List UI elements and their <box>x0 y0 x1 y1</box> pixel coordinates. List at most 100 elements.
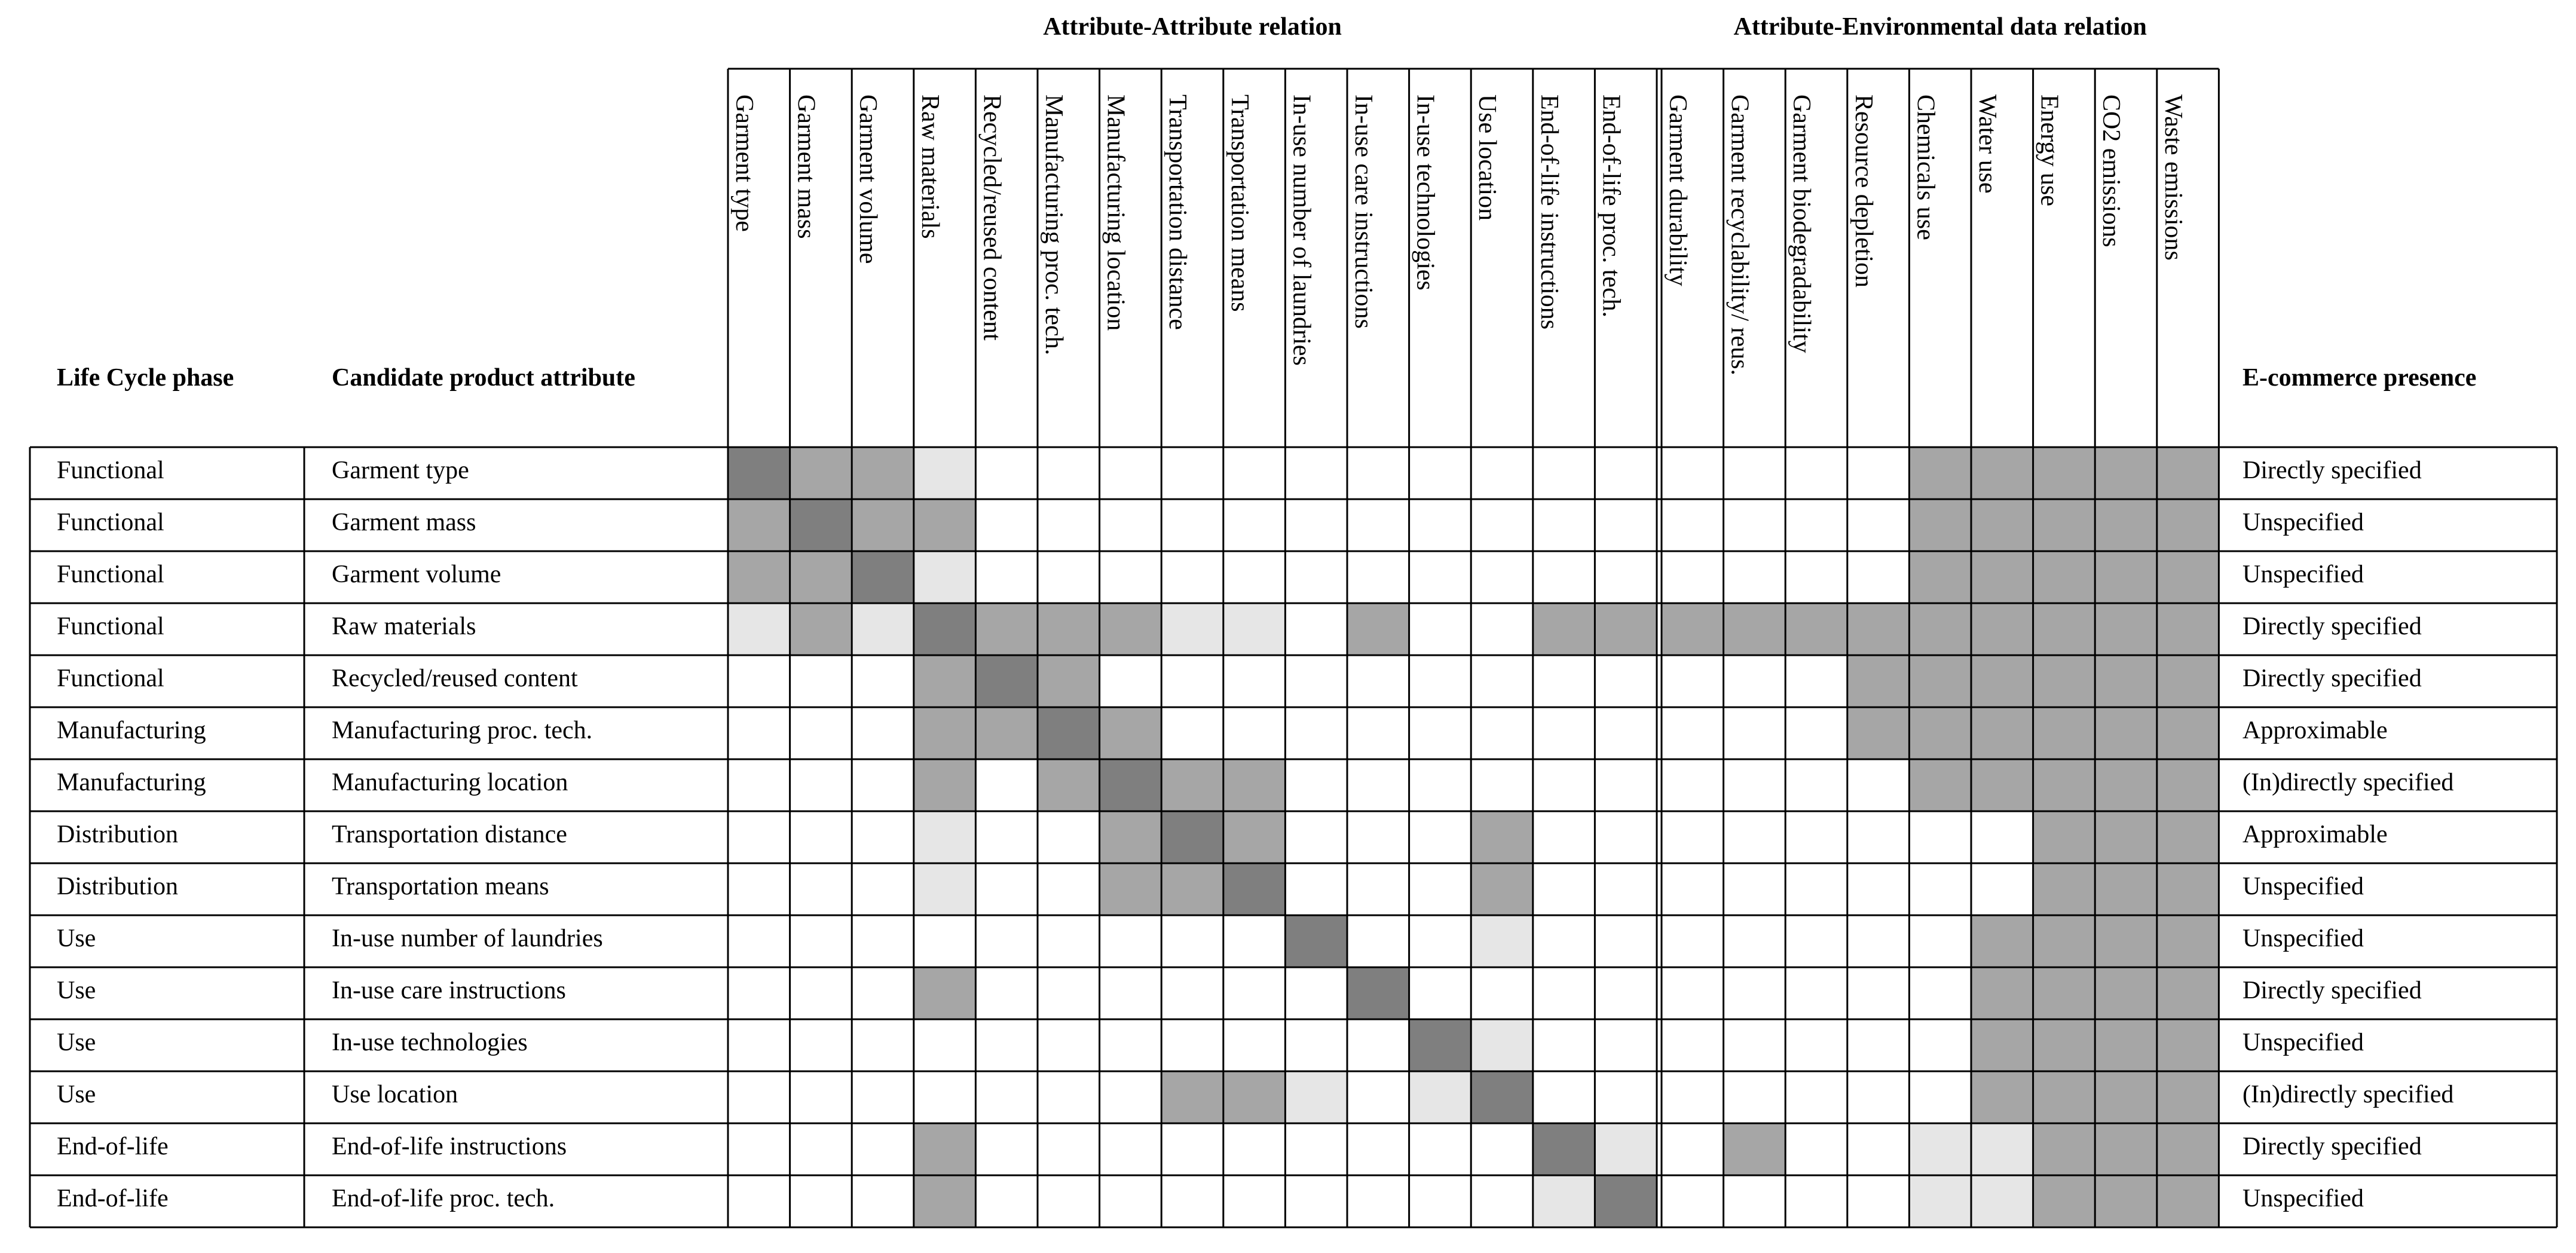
matrix-cell <box>975 499 1038 551</box>
matrix-cell <box>1223 863 1286 915</box>
vertical-header: Garment type <box>730 94 758 232</box>
matrix-cell <box>852 759 914 811</box>
matrix-cell <box>1971 447 2033 499</box>
matrix-cell <box>728 447 790 499</box>
matrix-cell <box>1347 551 1409 603</box>
matrix-cell <box>1847 603 1910 655</box>
matrix-cell <box>913 1123 976 1175</box>
matrix-cell <box>1099 863 1162 915</box>
matrix-cell <box>852 1019 914 1071</box>
matrix-cell <box>1662 1071 1724 1123</box>
matrix-cell <box>975 863 1038 915</box>
matrix-cell <box>1847 863 1910 915</box>
matrix-cell <box>2033 499 2095 551</box>
matrix-cell <box>1099 447 1162 499</box>
matrix-cell <box>1847 811 1910 863</box>
attribute-cell: Manufacturing proc. tech. <box>332 717 592 744</box>
matrix-cell <box>1285 967 1347 1019</box>
column-header: Life Cycle phase <box>57 364 234 392</box>
matrix-cell <box>1723 863 1786 915</box>
matrix-cell <box>1847 1019 1910 1071</box>
matrix-cell <box>1471 707 1533 759</box>
matrix-cell <box>1285 1071 1347 1123</box>
matrix-cell <box>1347 915 1409 967</box>
matrix-cell <box>1909 1123 1971 1175</box>
matrix-cell <box>790 447 852 499</box>
matrix-cell <box>1723 759 1786 811</box>
matrix-cell <box>1595 1175 1657 1227</box>
matrix-cell <box>1038 707 1100 759</box>
matrix-cell <box>1347 1071 1409 1123</box>
presence-cell: Unspecified <box>2242 1185 2364 1212</box>
matrix-cell <box>728 863 790 915</box>
matrix-cell <box>2033 447 2095 499</box>
phase-cell: Manufacturing <box>57 717 206 744</box>
matrix-cell <box>1223 499 1286 551</box>
matrix-cell <box>1723 915 1786 967</box>
matrix-cell <box>728 707 790 759</box>
matrix-cell <box>1785 759 1847 811</box>
matrix-cell <box>1409 603 1471 655</box>
matrix-cell <box>913 915 976 967</box>
matrix-cell <box>1223 811 1286 863</box>
matrix-cell <box>2156 1019 2219 1071</box>
matrix-cell <box>1285 1019 1347 1071</box>
matrix-cell <box>1471 499 1533 551</box>
matrix-cell <box>1347 863 1409 915</box>
matrix-cell <box>1471 759 1533 811</box>
group-title: Attribute-Environmental data relation <box>1733 13 2146 41</box>
matrix-cell <box>1723 603 1786 655</box>
attribute-cell: Use location <box>332 1081 458 1108</box>
matrix-cell <box>1847 1071 1910 1123</box>
matrix-cell <box>2156 863 2219 915</box>
matrix-cell <box>1785 967 1847 1019</box>
matrix-cell <box>790 707 852 759</box>
matrix-cell <box>1723 967 1786 1019</box>
matrix-cell <box>852 863 914 915</box>
matrix-cell <box>1471 655 1533 707</box>
matrix-cell <box>1909 551 1971 603</box>
attribute-cell: In-use care instructions <box>332 977 566 1004</box>
vertical-header: Raw materials <box>916 94 944 239</box>
matrix-cell <box>728 551 790 603</box>
matrix-cell <box>852 499 914 551</box>
attribute-cell: Manufacturing location <box>332 769 568 796</box>
matrix-cell <box>2095 1175 2157 1227</box>
presence-cell: Unspecified <box>2242 1029 2364 1056</box>
matrix-cell <box>2033 811 2095 863</box>
matrix-cell <box>1532 915 1595 967</box>
matrix-cell <box>913 863 976 915</box>
presence-cell: Unspecified <box>2242 561 2364 588</box>
column-header: E-commerce presence <box>2242 364 2476 392</box>
matrix-cell <box>1223 655 1286 707</box>
presence-cell: Unspecified <box>2242 873 2364 900</box>
attribute-cell: End-of-life instructions <box>332 1133 567 1160</box>
matrix-cell <box>1161 967 1223 1019</box>
matrix-cell <box>1971 1123 2033 1175</box>
matrix-cell <box>1347 499 1409 551</box>
phase-cell: Distribution <box>57 873 178 900</box>
matrix-cell <box>1662 759 1724 811</box>
matrix-cell <box>1347 1019 1409 1071</box>
vertical-header: In-use number of laundries <box>1287 94 1315 366</box>
matrix-cell <box>1595 1123 1657 1175</box>
matrix-cell <box>1099 759 1162 811</box>
matrix-cell <box>1595 499 1657 551</box>
matrix-cell <box>2095 1123 2157 1175</box>
matrix-cell <box>852 603 914 655</box>
matrix-cell <box>1347 811 1409 863</box>
matrix-cell <box>1909 1071 1971 1123</box>
vertical-header: Recycled/reused content <box>978 94 1005 341</box>
matrix-cell <box>1099 1071 1162 1123</box>
matrix-cell <box>1723 707 1786 759</box>
matrix-cell <box>1532 811 1595 863</box>
matrix-cell <box>975 1123 1038 1175</box>
matrix-cell <box>1723 1175 1786 1227</box>
attribute-cell: Garment type <box>332 457 469 484</box>
matrix-cell <box>1909 1175 1971 1227</box>
matrix-cell <box>1723 1123 1786 1175</box>
matrix-cell <box>1662 447 1724 499</box>
phase-cell: Functional <box>57 457 164 484</box>
matrix-cell <box>1285 707 1347 759</box>
matrix-cell <box>728 1123 790 1175</box>
